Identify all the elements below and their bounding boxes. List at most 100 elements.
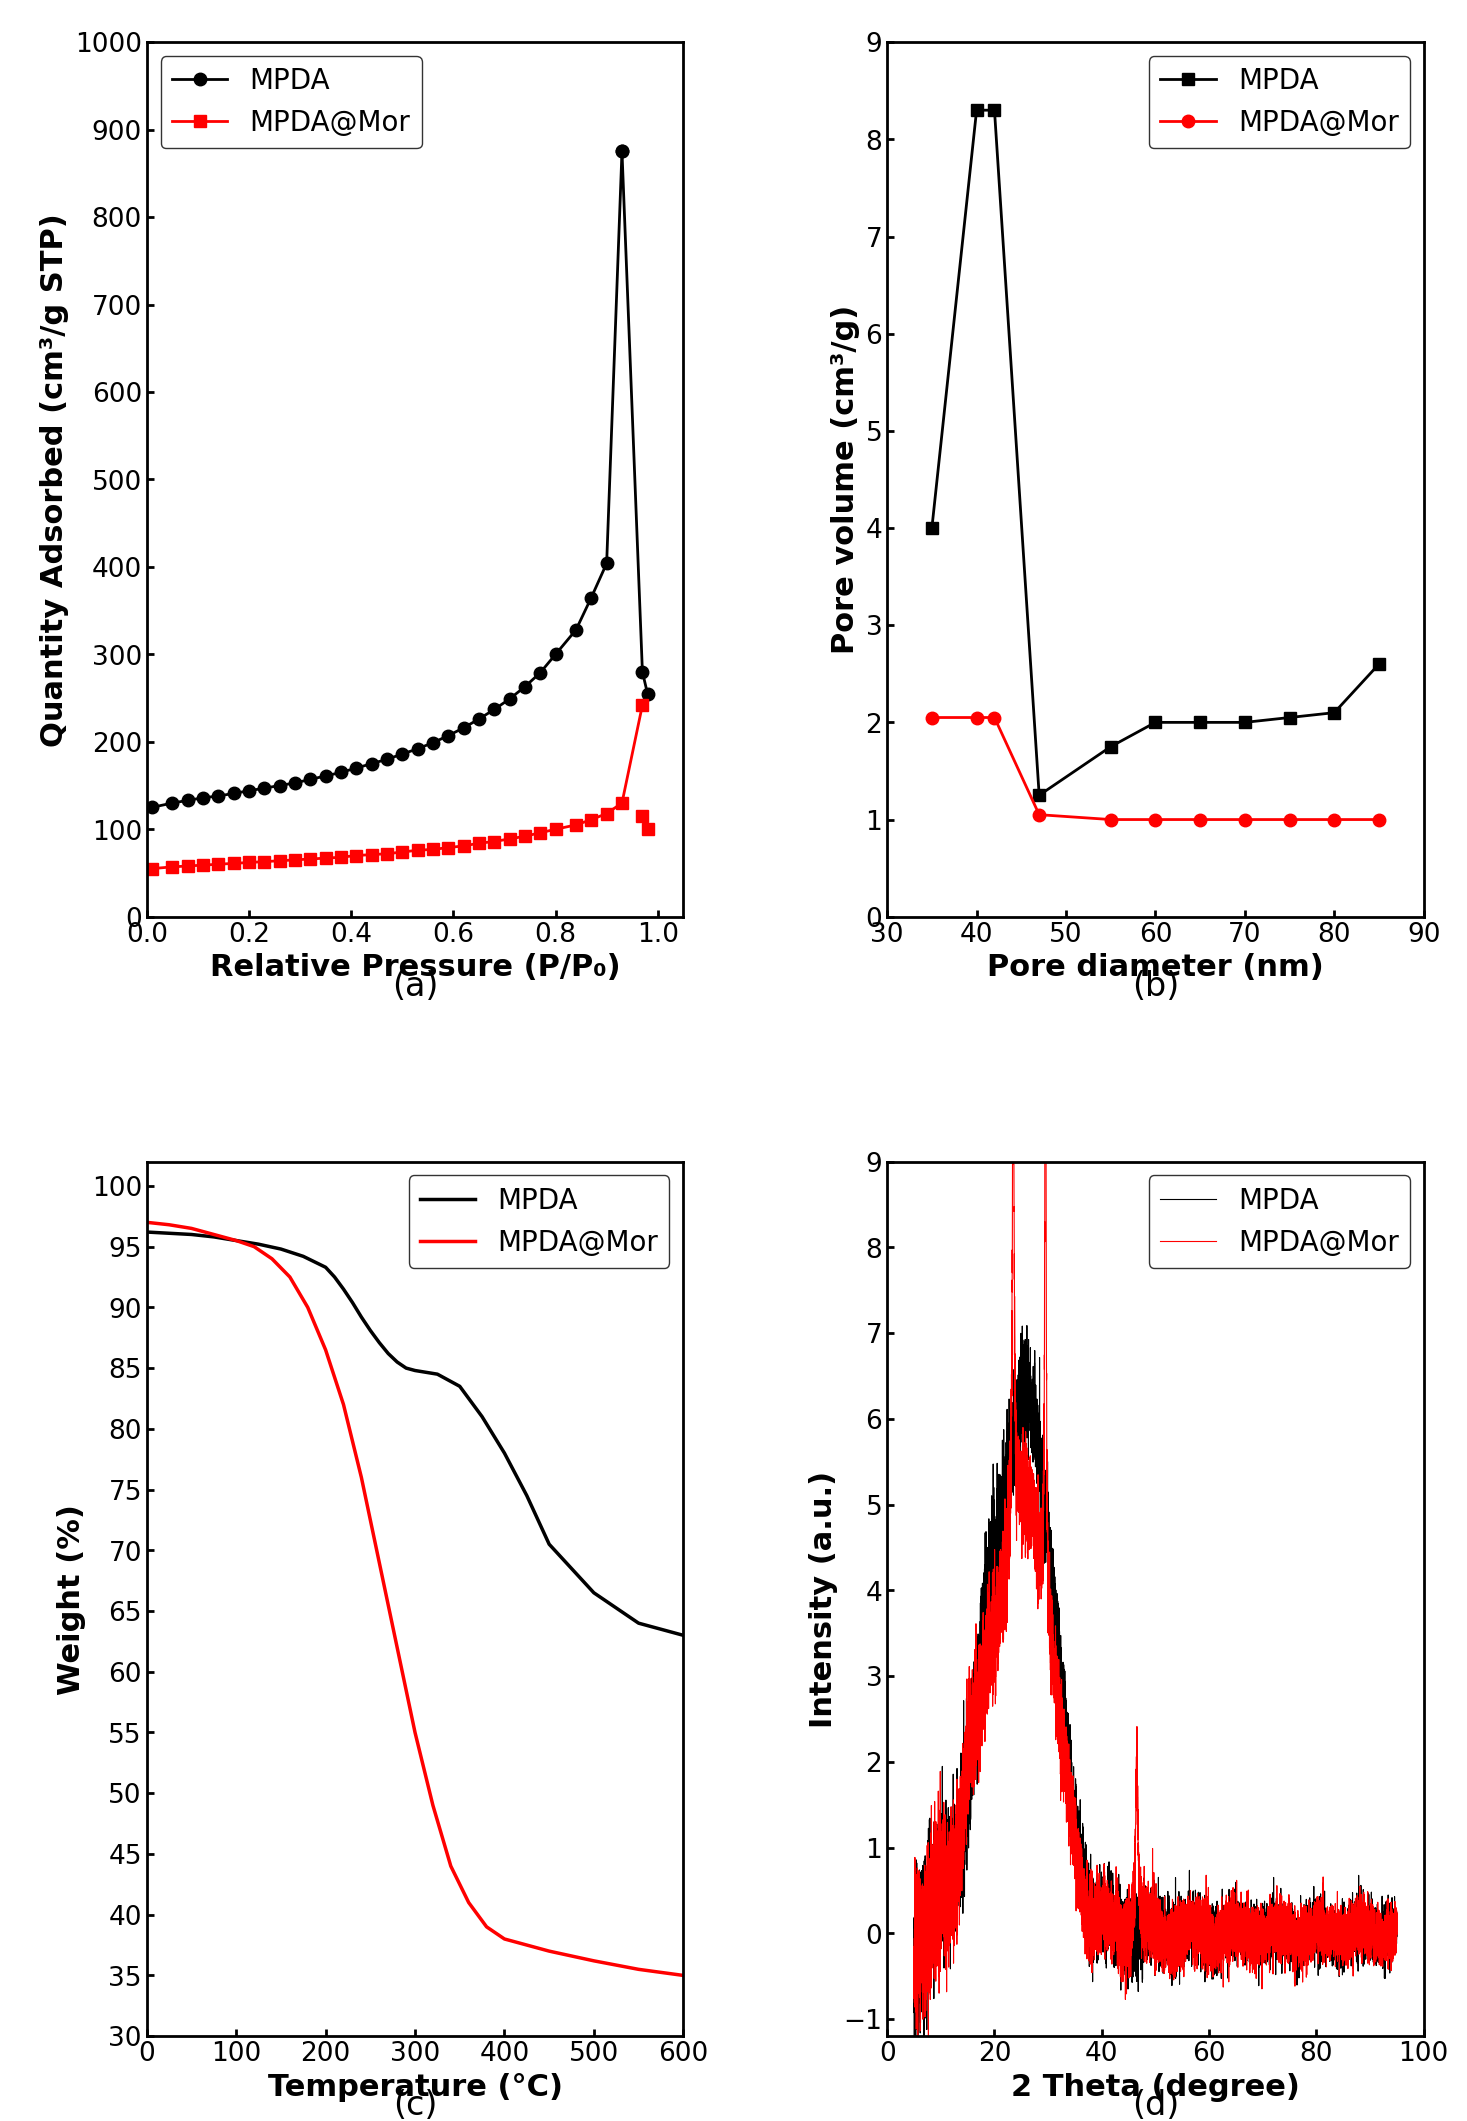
MPDA@Mor <box>210 853 227 878</box>
MPDA@Mor <box>280 1264 298 1290</box>
MPDA@Mor <box>163 855 180 880</box>
Y-axis label: Intensity (a.u.): Intensity (a.u.) <box>808 1470 838 1726</box>
Text: (a): (a) <box>392 969 439 1003</box>
MPDA <box>409 736 427 761</box>
MPDA <box>496 1440 513 1466</box>
MPDA <box>393 742 411 768</box>
MPDA <box>163 791 180 817</box>
MPDA@Mor <box>455 834 472 859</box>
MPDA <box>352 1304 370 1330</box>
MPDA <box>138 1220 156 1245</box>
MPDA@Mor <box>675 1962 692 1987</box>
MPDA@Mor <box>332 844 349 870</box>
MPDA <box>1285 1922 1303 1947</box>
MPDA@Mor <box>933 1824 951 1850</box>
MPDA@Mor <box>967 704 984 730</box>
Legend: MPDA, MPDA@Mor: MPDA, MPDA@Mor <box>1149 1175 1410 1268</box>
MPDA <box>361 1317 378 1343</box>
MPDA <box>255 776 273 802</box>
Legend: MPDA, MPDA@Mor: MPDA, MPDA@Mor <box>160 57 421 148</box>
MPDA <box>1146 711 1163 736</box>
MPDA <box>249 1232 267 1258</box>
MPDA@Mor <box>613 791 631 817</box>
MPDA <box>370 1330 387 1355</box>
MPDA <box>1200 1907 1218 1932</box>
MPDA@Mor <box>597 802 615 827</box>
MPDA <box>582 585 600 611</box>
MPDA@Mor <box>1200 1896 1218 1922</box>
MPDA <box>518 1483 535 1508</box>
MPDA@Mor <box>301 846 318 872</box>
MPDA <box>540 1531 557 1557</box>
MPDA@Mor <box>531 821 549 846</box>
MPDA@Mor <box>629 1958 647 1983</box>
MPDA@Mor <box>1030 802 1047 827</box>
MPDA <box>1281 704 1298 730</box>
MPDA <box>210 783 227 808</box>
MPDA <box>317 1256 334 1281</box>
MPDA <box>675 1623 692 1648</box>
MPDA <box>1102 734 1119 759</box>
MPDA@Mor <box>585 1947 603 1973</box>
Line: MPDA: MPDA <box>926 104 1385 802</box>
MPDA@Mor <box>424 1792 442 1818</box>
MPDA <box>1018 1313 1036 1338</box>
MPDA <box>486 698 503 723</box>
MPDA <box>428 1362 446 1387</box>
Line: MPDA: MPDA <box>914 1326 1397 2059</box>
MPDA <box>923 515 940 541</box>
Text: (c): (c) <box>393 2089 437 2121</box>
MPDA@Mor <box>1235 806 1253 831</box>
MPDA@Mor <box>986 704 1003 730</box>
MPDA@Mor <box>393 840 411 865</box>
MPDA@Mor <box>1281 806 1298 831</box>
MPDA <box>389 1349 406 1374</box>
MPDA@Mor <box>179 853 197 878</box>
MPDA@Mor <box>348 842 365 867</box>
MPDA@Mor <box>486 829 503 855</box>
MPDA <box>500 687 518 713</box>
MPDA@Mor <box>500 827 518 853</box>
MPDA@Mor <box>540 1939 557 1964</box>
MPDA <box>455 715 472 740</box>
MPDA <box>362 751 380 776</box>
MPDA@Mor <box>389 1635 406 1661</box>
MPDA <box>348 755 365 781</box>
MPDA@Mor <box>334 1391 352 1417</box>
MPDA <box>629 1610 647 1635</box>
MPDA@Mor <box>378 842 396 867</box>
MPDA <box>1388 1920 1405 1945</box>
MPDA <box>566 617 584 643</box>
MPDA <box>378 1340 396 1366</box>
MPDA@Mor <box>245 1234 263 1260</box>
MPDA@Mor <box>424 838 442 863</box>
MPDA <box>1325 700 1342 725</box>
MPDA@Mor <box>317 1336 334 1362</box>
MPDA@Mor <box>1191 806 1209 831</box>
Y-axis label: Quantity Adsorbed (cm³/g STP): Quantity Adsorbed (cm³/g STP) <box>40 212 69 747</box>
X-axis label: Pore diameter (nm): Pore diameter (nm) <box>987 952 1323 982</box>
MPDA <box>450 1374 468 1400</box>
X-axis label: 2 Theta (degree): 2 Theta (degree) <box>1011 2072 1300 2102</box>
MPDA <box>160 1222 178 1247</box>
MPDA@Mor <box>1207 1936 1225 1962</box>
MPDA@Mor <box>194 853 211 878</box>
MPDA@Mor <box>255 848 273 874</box>
MPDA@Mor <box>1388 1898 1405 1924</box>
Y-axis label: Pore volume (cm³/g): Pore volume (cm³/g) <box>830 305 860 653</box>
MPDA@Mor <box>317 846 334 872</box>
MPDA@Mor <box>496 1926 513 1951</box>
MPDA@Mor <box>1146 806 1163 831</box>
MPDA <box>472 1404 490 1430</box>
MPDA@Mor <box>182 1215 200 1241</box>
MPDA@Mor <box>224 851 242 876</box>
MPDA@Mor <box>634 694 651 719</box>
Line: MPDA@Mor: MPDA@Mor <box>926 711 1385 825</box>
MPDA <box>271 1237 289 1262</box>
MPDA <box>398 1355 415 1381</box>
MPDA <box>343 1290 361 1315</box>
MPDA <box>439 723 456 749</box>
Line: MPDA@Mor: MPDA@Mor <box>147 1222 684 1975</box>
Text: (b): (b) <box>1131 969 1178 1003</box>
MPDA <box>295 1243 312 1268</box>
